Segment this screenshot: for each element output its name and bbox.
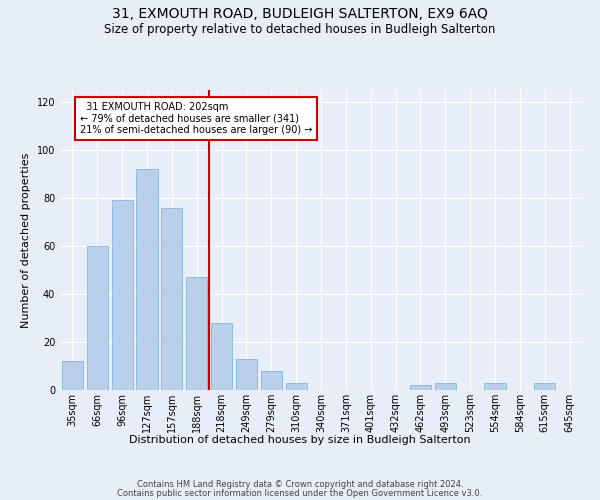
Bar bbox=[236, 359, 257, 390]
Bar bbox=[186, 277, 207, 390]
Bar bbox=[161, 208, 182, 390]
Text: 31, EXMOUTH ROAD, BUDLEIGH SALTERTON, EX9 6AQ: 31, EXMOUTH ROAD, BUDLEIGH SALTERTON, EX… bbox=[112, 8, 488, 22]
Bar bbox=[62, 361, 83, 390]
Bar bbox=[211, 323, 232, 390]
Bar bbox=[136, 169, 158, 390]
Text: Size of property relative to detached houses in Budleigh Salterton: Size of property relative to detached ho… bbox=[104, 22, 496, 36]
Bar bbox=[484, 383, 506, 390]
Bar bbox=[112, 200, 133, 390]
Bar bbox=[534, 383, 555, 390]
Y-axis label: Number of detached properties: Number of detached properties bbox=[21, 152, 31, 328]
Bar bbox=[410, 385, 431, 390]
Text: Distribution of detached houses by size in Budleigh Salterton: Distribution of detached houses by size … bbox=[129, 435, 471, 445]
Bar bbox=[435, 383, 456, 390]
Text: 31 EXMOUTH ROAD: 202sqm  
← 79% of detached houses are smaller (341)
21% of semi: 31 EXMOUTH ROAD: 202sqm ← 79% of detache… bbox=[80, 102, 312, 135]
Text: Contains public sector information licensed under the Open Government Licence v3: Contains public sector information licen… bbox=[118, 489, 482, 498]
Bar bbox=[286, 383, 307, 390]
Bar bbox=[261, 371, 282, 390]
Bar bbox=[87, 246, 108, 390]
Text: Contains HM Land Registry data © Crown copyright and database right 2024.: Contains HM Land Registry data © Crown c… bbox=[137, 480, 463, 489]
